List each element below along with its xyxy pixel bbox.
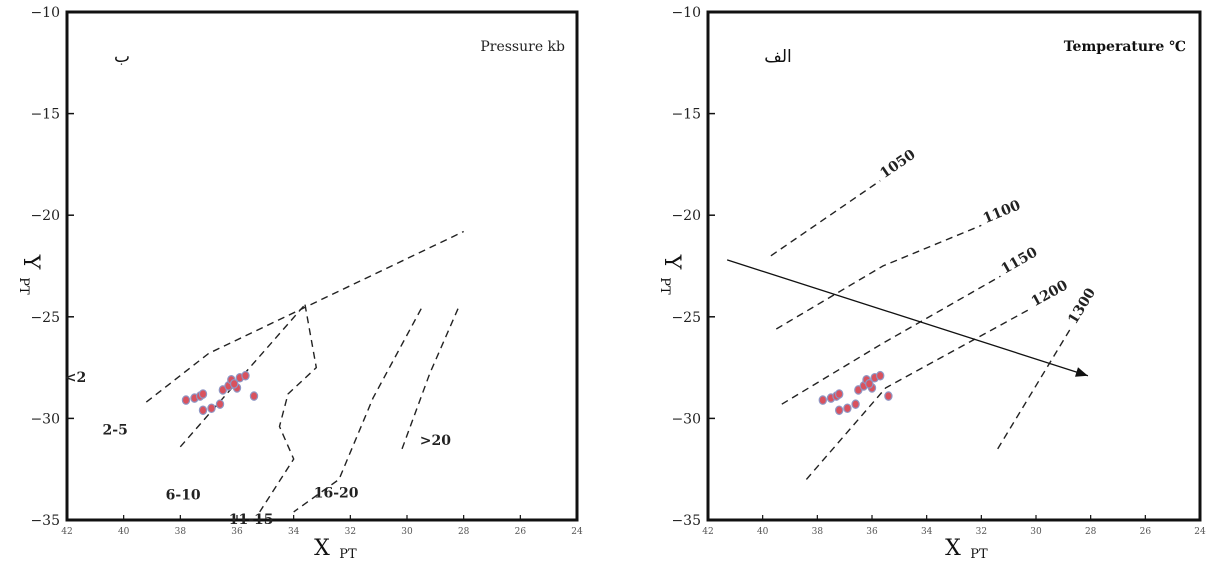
y-tick-label: −10 <box>671 5 701 21</box>
y-axis-label-subscript: PT <box>16 277 31 295</box>
sample-point <box>215 399 225 409</box>
sample-point <box>851 399 860 409</box>
x-tick-label: 26 <box>515 527 527 537</box>
panel-tag: ب <box>114 47 130 67</box>
plot-frame <box>706 10 1202 522</box>
isotherm-line <box>805 308 1031 480</box>
sample-point <box>229 379 239 389</box>
pressure-field-label: >20 <box>420 433 451 449</box>
sample-point <box>198 405 208 416</box>
x-tick-label: 38 <box>175 527 187 537</box>
plot-frame <box>65 10 579 522</box>
x-tick-label: 26 <box>1140 527 1152 537</box>
x-tick-label: 38 <box>812 527 824 537</box>
pressure-field-label: <2 <box>65 370 86 386</box>
x-tick-label: 34 <box>921 527 933 537</box>
sample-point <box>843 403 852 414</box>
x-axis-label: X <box>945 536 961 561</box>
sample-point <box>884 391 893 401</box>
y-tick-label: −25 <box>671 310 701 326</box>
x-tick-label: 42 <box>61 527 72 537</box>
x-tick-label: 34 <box>288 527 300 537</box>
y-axis-label-subscript: PT <box>657 277 672 295</box>
y-tick-label: −10 <box>30 5 60 21</box>
y-tick-label: −25 <box>30 310 60 326</box>
panel-title: Temperature ℃ <box>1064 39 1186 55</box>
isotherm-line <box>781 275 1001 405</box>
panel-tag: الف <box>764 47 792 67</box>
panel-title: Pressure kb <box>480 39 565 55</box>
x-tick-label: 40 <box>757 527 769 537</box>
y-tick-label: −15 <box>671 107 701 123</box>
y-axis-label-group: Y PT <box>657 254 684 295</box>
pressure-boundary-line <box>259 304 318 513</box>
isotherm-label: 1200 <box>1029 277 1071 310</box>
isotherm-line <box>997 326 1073 450</box>
x-tick-label: 24 <box>571 527 583 537</box>
y-axis-label-group: Y PT <box>16 254 43 295</box>
x-tick-label: 28 <box>458 527 470 537</box>
sample-point <box>835 405 844 416</box>
x-tick-label: 30 <box>1030 527 1042 537</box>
y-tick-label: −30 <box>671 411 701 427</box>
pressure-field-label: 16-20 <box>314 486 359 502</box>
x-tick-label: 36 <box>866 527 878 537</box>
y-tick-label: −30 <box>30 411 60 427</box>
x-tick-label: 42 <box>702 527 713 537</box>
sample-point <box>181 395 191 405</box>
sample-point <box>249 391 259 401</box>
isotherm-label: 1150 <box>999 244 1041 277</box>
y-tick-label: −35 <box>30 513 60 529</box>
x-tick-label: 28 <box>1085 527 1097 537</box>
pressure-boundary-line <box>400 308 459 452</box>
y-tick-label: −15 <box>30 107 60 123</box>
sample-point <box>876 370 885 381</box>
sample-point <box>207 403 216 414</box>
x-axis-label-subscript: PT <box>339 547 357 562</box>
sample-point <box>818 395 828 405</box>
isotherm-line <box>775 224 982 330</box>
y-axis-label: Y <box>659 254 684 270</box>
x-tick-label: 32 <box>976 527 987 537</box>
sample-point <box>865 379 874 389</box>
isotherm-line <box>770 180 881 257</box>
sample-point <box>198 389 208 399</box>
trend-arrow-head <box>1075 367 1088 377</box>
x-tick-label: 36 <box>231 527 243 537</box>
pressure-boundary-line <box>145 230 465 403</box>
x-axis-label-subscript: PT <box>970 547 988 562</box>
sample-point <box>835 389 844 399</box>
y-tick-label: −20 <box>671 208 701 224</box>
isotherm-label: 1100 <box>981 197 1023 227</box>
x-tick-label: 24 <box>1194 527 1206 537</box>
isotherm-label: 1050 <box>877 147 918 182</box>
x-tick-label: 32 <box>345 527 356 537</box>
sample-point <box>241 370 250 381</box>
pressure-field-label: 11-15 <box>229 512 274 528</box>
y-axis-label: Y <box>18 254 43 270</box>
pressure-boundary-line <box>179 304 306 448</box>
pressure-boundary-line <box>293 308 422 513</box>
trend-arrow-line <box>726 259 1089 377</box>
x-axis-label: X <box>314 536 330 561</box>
x-tick-label: 40 <box>118 527 130 537</box>
y-tick-label: −20 <box>30 208 60 224</box>
y-tick-label: −35 <box>671 513 701 529</box>
pressure-field-label: 6-10 <box>166 488 201 504</box>
x-tick-label: 30 <box>401 527 413 537</box>
pressure-field-label: 2-5 <box>103 423 128 439</box>
